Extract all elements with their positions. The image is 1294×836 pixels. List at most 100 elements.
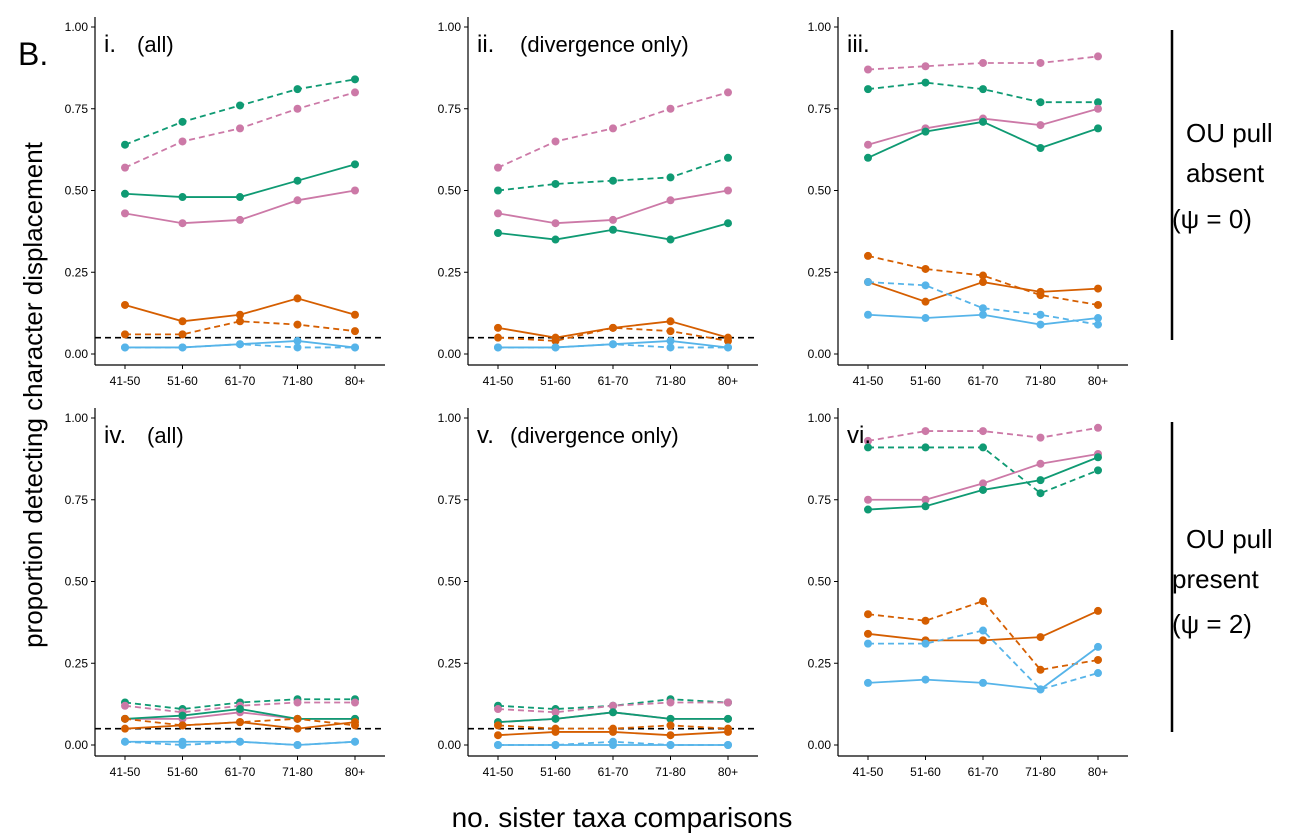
data-point [724,714,732,723]
data-point [666,173,675,182]
data-point [236,317,244,326]
x-tick-label: 41-50 [110,765,141,779]
row-label-bottom-line1: OU pull [1186,524,1273,554]
data-point [178,330,187,339]
data-point [236,340,244,349]
data-point [609,708,617,717]
data-point [551,137,560,146]
data-point [293,336,302,345]
y-tick-label: 0.75 [438,493,462,507]
data-point [1036,98,1045,107]
data-point [1094,300,1102,309]
data-point [494,731,502,740]
data-point [1094,124,1102,133]
data-point [494,209,502,218]
data-point [551,343,560,352]
data-point [609,727,617,736]
data-point [178,721,187,730]
data-point [979,304,987,313]
series-line [497,326,729,342]
data-point [864,251,872,260]
data-point [551,219,560,228]
data-point [666,698,675,707]
data-point [551,336,560,345]
data-point [666,196,675,205]
series-1 [864,423,1102,445]
x-tick-label: 51-60 [167,765,198,779]
data-point [1094,669,1102,678]
data-point [666,741,675,749]
data-point [864,495,872,504]
y-tick-label: 0.00 [65,738,89,752]
series-5 [864,251,1102,309]
series-2 [494,153,732,195]
data-point [236,737,244,746]
data-point [724,698,732,707]
x-tick-label: 71-80 [1025,765,1056,779]
data-point [979,678,987,687]
x-tick-label: 71-80 [282,765,313,779]
y-tick-label: 0.75 [65,102,89,116]
panel-title: v. [477,422,494,449]
series-5 [121,294,359,326]
data-point [293,320,302,329]
x-tick-label: 80+ [1088,374,1108,388]
y-tick-label: 0.25 [438,656,462,670]
data-point [178,193,187,202]
panel-4: 0.00 0.25 0.50 0.75 1.00 41-50 51-60 61-70 71-80… [65,408,385,779]
data-point [979,427,987,436]
y-tick-label: 0.75 [65,493,89,507]
x-tick-label: 51-60 [540,374,571,388]
data-point [494,705,502,714]
data-point [293,85,302,94]
series-6 [494,323,732,345]
y-tick-label: 0.00 [438,347,462,361]
row-label-top-line2: absent [1186,158,1265,188]
data-point [1036,121,1045,130]
y-tick-label: 1.00 [438,411,462,425]
series-4 [121,186,359,228]
data-point [864,85,872,94]
data-point [666,336,675,345]
data-point [921,314,930,323]
data-point [979,278,987,287]
data-point [1094,466,1102,475]
data-point [1094,642,1102,651]
data-point [864,610,872,619]
y-tick-label: 0.00 [65,347,89,361]
data-point [609,176,617,185]
data-point [236,124,244,133]
data-point [178,137,187,146]
data-point [979,271,987,280]
data-point [979,626,987,635]
data-point [551,179,560,188]
y-axis-label: proportion detecting character displacem… [18,141,48,648]
data-point [121,300,129,309]
data-point [1036,489,1045,498]
data-point [609,340,617,349]
data-point [1036,665,1045,674]
x-tick-label: 71-80 [655,374,686,388]
series-2 [121,88,359,172]
data-point [121,737,129,746]
data-point [921,639,930,648]
y-tick-label: 0.50 [65,184,89,198]
data-point [1036,476,1045,485]
data-point [1036,310,1045,319]
data-point [1036,143,1045,152]
series-6 [864,278,1102,306]
data-point [864,443,872,452]
x-tick-label: 51-60 [910,765,941,779]
y-tick-label: 0.00 [438,738,462,752]
data-point [609,225,617,234]
panel-title: ii. [477,31,494,58]
panel-title: iv. [104,422,126,449]
x-tick-label: 41-50 [853,374,884,388]
series-2 [864,78,1102,107]
y-tick-label: 0.00 [808,347,832,361]
series-6 [121,718,359,733]
y-tick-label: 1.00 [808,20,832,34]
data-point [1094,314,1102,323]
data-point [494,721,502,730]
